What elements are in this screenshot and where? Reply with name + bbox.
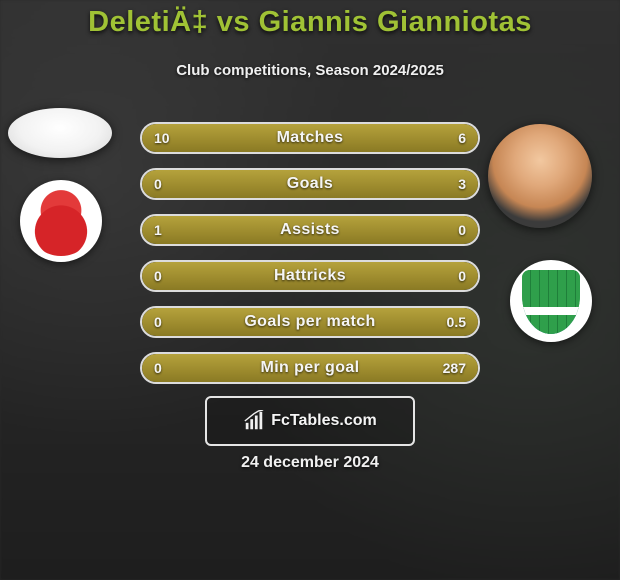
chart-icon [243,410,265,432]
date-label: 24 december 2024 [0,454,620,472]
stat-bar: 106Matches [140,122,480,154]
club-right-crest [510,260,592,342]
stat-label: Goals per match [142,308,478,336]
stat-bar: 00.5Goals per match [140,306,480,338]
stat-label: Matches [142,124,478,152]
page-subtitle: Club competitions, Season 2024/2025 [0,62,620,79]
stat-bar: 00Hattricks [140,260,480,292]
player-left-avatar [8,108,112,158]
club-left-crest [20,180,102,262]
stat-label: Goals [142,170,478,198]
stat-label: Assists [142,216,478,244]
stat-bar: 10Assists [140,214,480,246]
stat-bar: 0287Min per goal [140,352,480,384]
stat-label: Hattricks [142,262,478,290]
site-badge[interactable]: FcTables.com [205,396,415,446]
site-name: FcTables.com [271,412,377,430]
stat-bar: 03Goals [140,168,480,200]
page-title: DeletiÄ‡ vs Giannis Gianniotas [0,6,620,39]
player-right-avatar [488,124,592,228]
comparison-bars: 106Matches 03Goals 10Assists 00Hattricks 00.… [140,122,480,384]
stat-label: Min per goal [142,354,478,382]
